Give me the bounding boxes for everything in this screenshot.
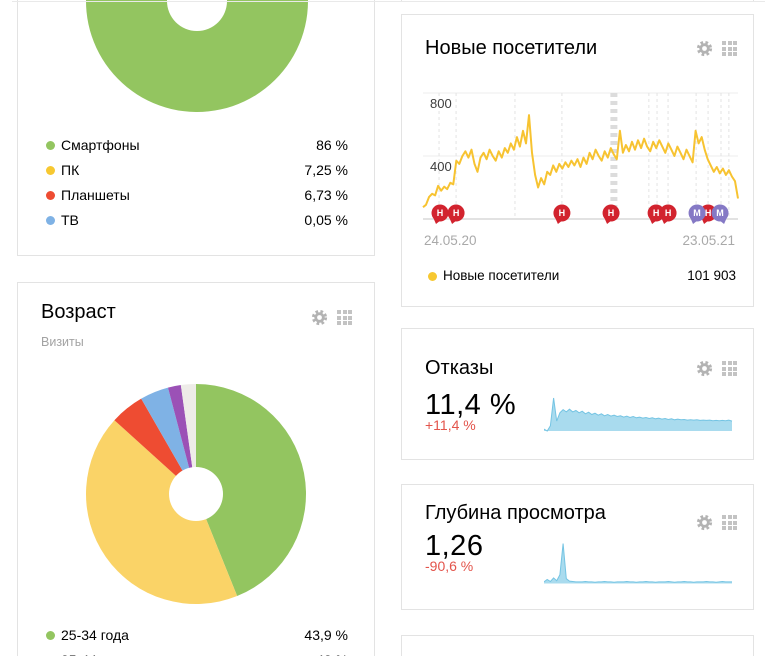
legend-value: 7,25 % bbox=[304, 162, 348, 178]
svg-text:Н: Н bbox=[705, 208, 712, 218]
chart-legend-item[interactable]: Новые посетители 101 903 bbox=[402, 267, 755, 287]
legend-label: ТВ bbox=[61, 212, 79, 228]
drag-handle-icon[interactable] bbox=[722, 361, 737, 376]
drag-handle-icon[interactable] bbox=[337, 310, 352, 325]
svg-text:Н: Н bbox=[653, 208, 660, 218]
svg-text:Н: Н bbox=[453, 208, 460, 218]
devices-card: Смартфоны 86 % ПК 7,25 % Планшеты 6,73 % ТВ 0,0… bbox=[17, 0, 375, 256]
page-top-divider bbox=[12, 1, 765, 2]
legend-dot bbox=[46, 166, 55, 175]
depth-card-title: Глубина просмотра bbox=[425, 502, 606, 524]
svg-text:Н: Н bbox=[559, 208, 566, 218]
legend-dot bbox=[46, 141, 55, 150]
depth-sparkline[interactable] bbox=[544, 540, 734, 588]
cut-card-below bbox=[401, 635, 754, 656]
legend-item[interactable]: ПК 7,25 % bbox=[18, 158, 374, 183]
legend-dot bbox=[46, 191, 55, 200]
legend-item[interactable]: Смартфоны 86 % bbox=[18, 133, 374, 158]
age-donut-chart[interactable] bbox=[18, 373, 376, 615]
depth-delta: -90,6 % bbox=[425, 558, 474, 574]
legend-value: 6,73 % bbox=[304, 187, 348, 203]
svg-text:Н: Н bbox=[437, 208, 444, 218]
new-visitors-line-chart[interactable]: Н Н Н Н Н Н НМ М bbox=[402, 15, 755, 308]
y-axis-tick-400: 400 bbox=[430, 159, 452, 174]
legend-label: Смартфоны bbox=[61, 137, 140, 153]
age-card-title: Возраст bbox=[41, 301, 116, 323]
legend-label: Планшеты bbox=[61, 187, 130, 203]
annotation-marker-М[interactable]: М bbox=[711, 204, 729, 225]
svg-text:Н: Н bbox=[608, 208, 615, 218]
svg-text:Н: Н bbox=[665, 208, 672, 218]
legend-item[interactable]: Планшеты 6,73 % bbox=[18, 183, 374, 208]
x-axis-end-date: 23.05.21 bbox=[682, 233, 735, 248]
annotation-marker-Н[interactable]: Н bbox=[447, 204, 465, 225]
depth-value: 1,26 bbox=[425, 530, 484, 562]
depth-card: Глубина просмотра 1,26 -90,6 % bbox=[401, 484, 754, 610]
annotation-marker-М[interactable]: М bbox=[688, 204, 706, 225]
svg-text:М: М bbox=[716, 208, 724, 218]
gear-icon[interactable] bbox=[696, 360, 713, 377]
annotation-marker-Н[interactable]: Н bbox=[647, 204, 665, 225]
gear-icon[interactable] bbox=[696, 40, 713, 57]
x-axis-start-date: 24.05.20 bbox=[424, 233, 477, 248]
legend-dot bbox=[46, 631, 55, 640]
annotation-marker-Н[interactable]: Н bbox=[659, 204, 677, 225]
devices-legend: Смартфоны 86 % ПК 7,25 % Планшеты 6,73 % ТВ 0,0… bbox=[18, 133, 374, 233]
bounce-value: 11,4 % bbox=[425, 389, 517, 421]
svg-text:М: М bbox=[693, 208, 701, 218]
legend-label: Новые посетители bbox=[443, 268, 560, 283]
legend-value: 42 % bbox=[316, 652, 348, 656]
legend-label: 25-34 года bbox=[61, 627, 129, 643]
legend-label: 35-44 года bbox=[61, 652, 129, 656]
legend-value: 43,9 % bbox=[304, 627, 348, 643]
legend-item[interactable]: ТВ 0,05 % bbox=[18, 208, 374, 233]
annotation-marker-Н[interactable]: Н bbox=[553, 204, 571, 225]
gear-icon[interactable] bbox=[696, 514, 713, 531]
legend-value: 0,05 % bbox=[304, 212, 348, 228]
annotation-marker-Н[interactable]: Н bbox=[431, 204, 449, 225]
devices-donut-chart[interactable] bbox=[18, 0, 376, 121]
legend-item[interactable]: 25-34 года 43,9 % bbox=[18, 623, 374, 648]
legend-dot bbox=[428, 272, 437, 281]
y-axis-tick-800: 800 bbox=[430, 96, 452, 111]
bounce-card: Отказы 11,4 % +11,4 % bbox=[401, 328, 754, 460]
age-legend: 25-34 года 43,9 % 35-44 года 42 % bbox=[18, 623, 374, 656]
legend-item[interactable]: 35-44 года 42 % bbox=[18, 648, 374, 656]
new-visitors-card-title: Новые посетители bbox=[425, 37, 598, 59]
legend-value: 86 % bbox=[316, 137, 348, 153]
bounce-sparkline[interactable] bbox=[544, 395, 734, 435]
bounce-card-title: Отказы bbox=[425, 357, 494, 379]
age-card: Возраст Визиты 25-34 года 43,9 % 35-44 год… bbox=[17, 282, 375, 656]
legend-value: 101 903 bbox=[687, 268, 736, 283]
annotation-marker-Н[interactable]: Н bbox=[602, 204, 620, 225]
gear-icon[interactable] bbox=[311, 309, 328, 326]
legend-label: ПК bbox=[61, 162, 80, 178]
bounce-delta: +11,4 % bbox=[425, 417, 476, 433]
drag-handle-icon[interactable] bbox=[722, 41, 737, 56]
drag-handle-icon[interactable] bbox=[722, 515, 737, 530]
age-card-subtitle: Визиты bbox=[41, 335, 84, 349]
legend-dot bbox=[46, 216, 55, 225]
